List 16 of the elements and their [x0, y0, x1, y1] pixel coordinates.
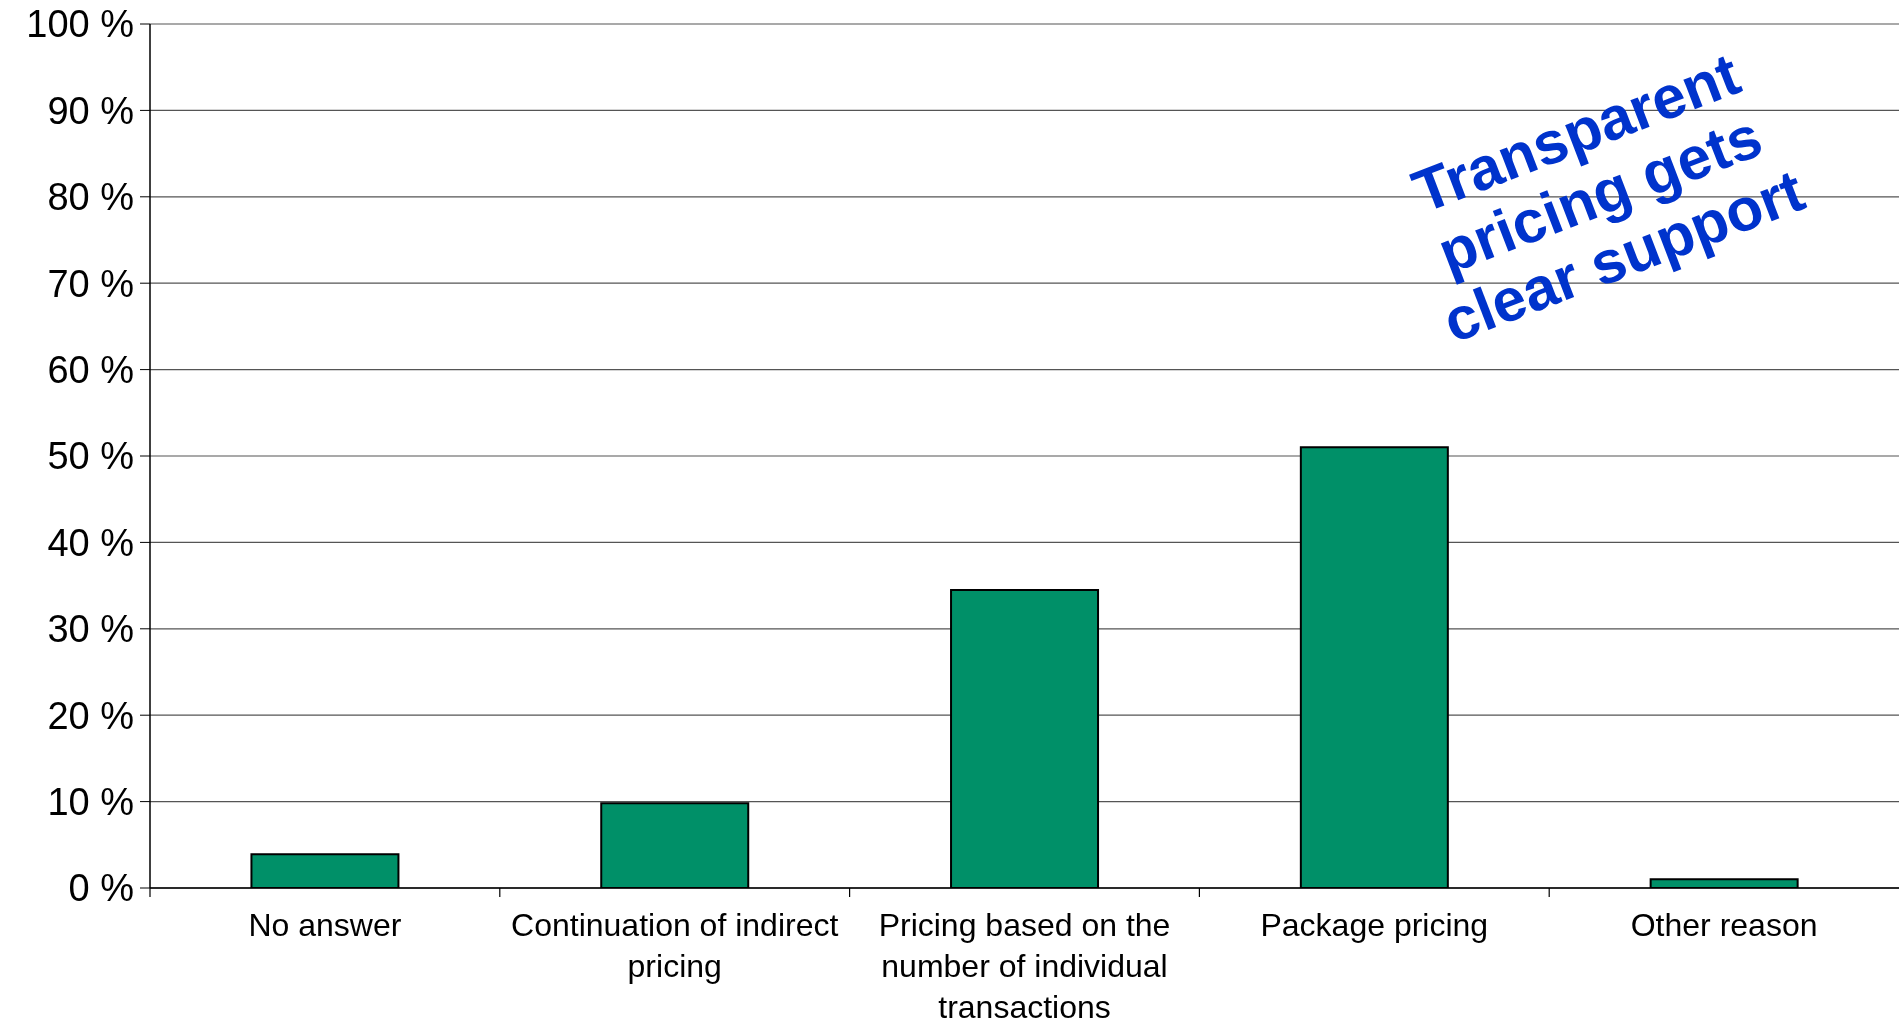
x-tick-label: Continuation of indirect pricing: [511, 907, 839, 984]
y-tick-label: 40 %: [47, 521, 134, 564]
y-tick-label: 60 %: [47, 349, 134, 392]
y-tick-label: 20 %: [47, 694, 134, 737]
y-tick-label: 100 %: [26, 3, 134, 46]
x-tick-label: Other reason: [1630, 907, 1818, 943]
y-tick-label: 30 %: [47, 608, 134, 651]
y-tick-label: 0 %: [68, 867, 134, 910]
x-tick-label: Package pricing: [1260, 907, 1489, 943]
x-tick-label: Pricing based on the number of individual transactions: [878, 907, 1171, 1025]
y-tick-label: 80 %: [47, 176, 134, 219]
x-tick-label: No answer: [248, 907, 402, 943]
y-tick-label: 90 %: [47, 89, 134, 132]
y-tick-label: 10 %: [47, 781, 134, 824]
y-tick-label: 70 %: [47, 262, 134, 305]
y-tick-label: 50 %: [47, 435, 134, 478]
